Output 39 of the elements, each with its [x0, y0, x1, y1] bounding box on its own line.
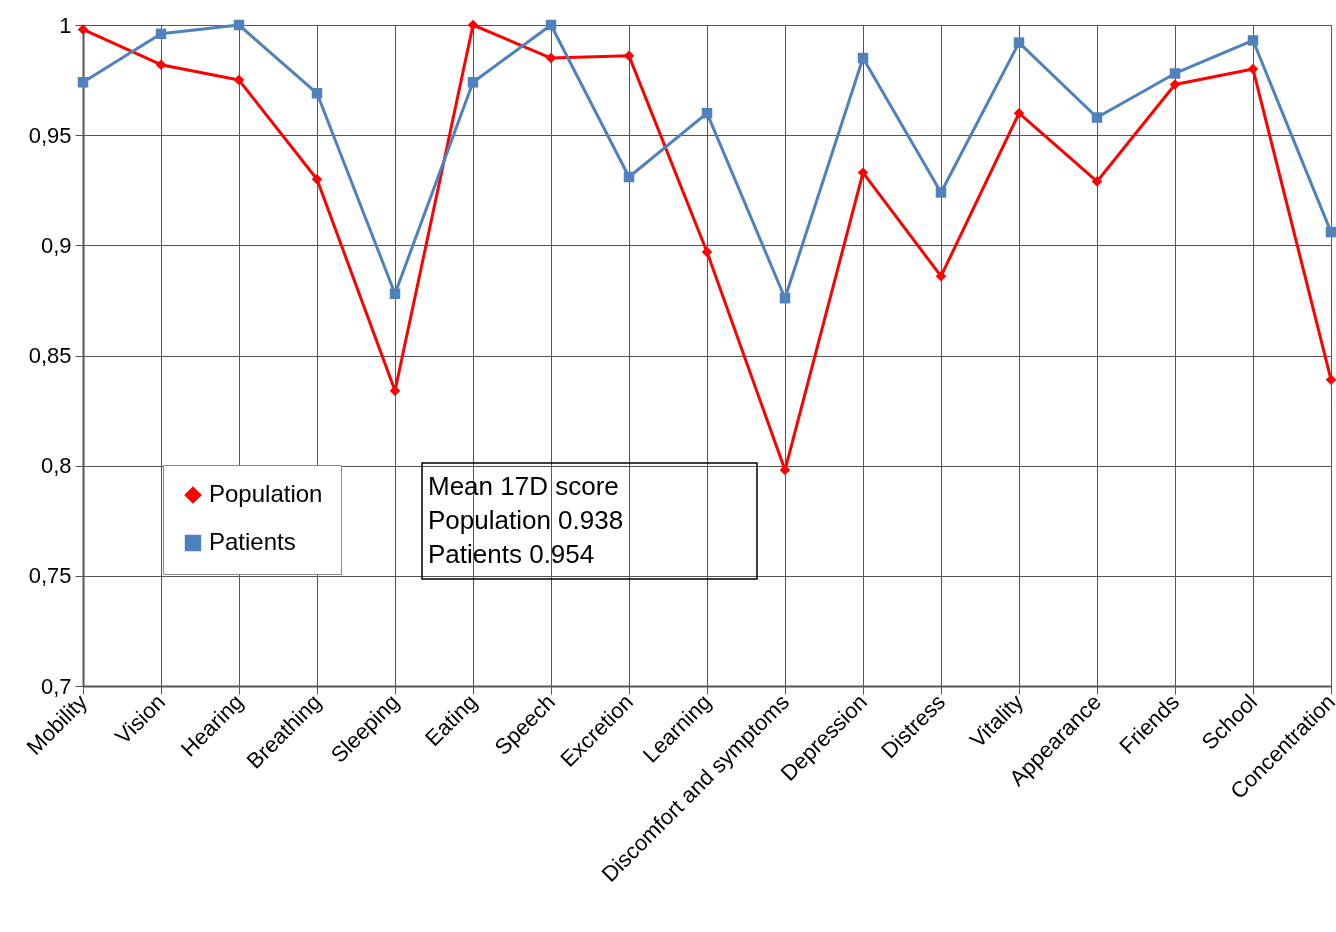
point	[233, 19, 245, 31]
point	[1325, 374, 1336, 385]
point	[311, 88, 323, 99]
point	[1169, 79, 1181, 90]
y-tick-label: 0,75	[28, 563, 72, 589]
point	[1013, 107, 1025, 119]
point	[1013, 37, 1025, 48]
y-tick-label: 1	[59, 12, 72, 38]
point	[623, 50, 635, 62]
point	[1247, 35, 1259, 46]
legend-label: Patients	[209, 528, 296, 555]
y-tick-label: 0,8	[40, 453, 72, 479]
y-tick-label: 0,7	[40, 673, 72, 699]
point	[311, 173, 323, 185]
point	[1325, 226, 1336, 238]
point	[545, 19, 557, 31]
y-tick-label: 0,9	[40, 232, 72, 258]
point	[857, 167, 869, 178]
point	[233, 74, 245, 86]
point	[77, 77, 89, 88]
point	[623, 171, 635, 183]
point	[155, 59, 167, 70]
point	[857, 52, 869, 64]
point	[779, 292, 791, 304]
point	[1247, 63, 1259, 75]
y-tick-label: 0,95	[28, 122, 72, 148]
point	[1091, 112, 1103, 123]
point	[467, 77, 479, 88]
legend-label: Population	[209, 480, 323, 507]
y-tick-label: 0,85	[28, 343, 72, 368]
point	[155, 28, 167, 40]
point	[389, 288, 401, 300]
point	[701, 107, 713, 119]
point	[935, 187, 947, 198]
point	[1091, 176, 1103, 187]
point	[467, 19, 479, 31]
point	[935, 270, 947, 282]
point	[1169, 68, 1181, 79]
point	[701, 246, 713, 258]
